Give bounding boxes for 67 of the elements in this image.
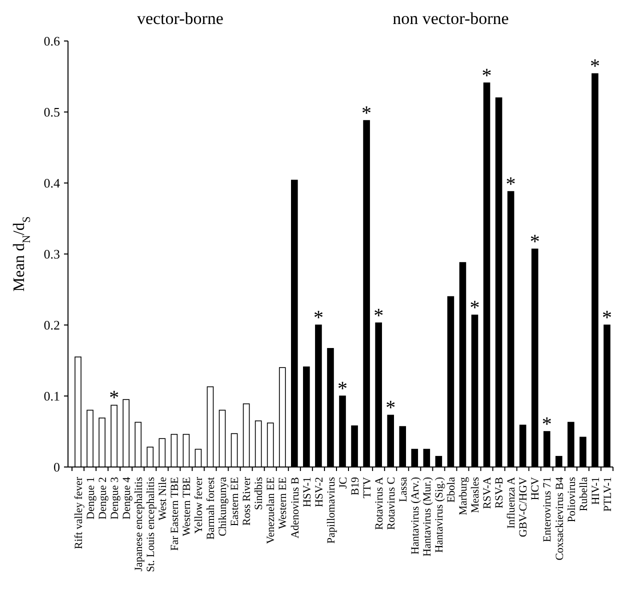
text: non vector-borne [392, 9, 509, 28]
x-tick-label: Lassa [397, 476, 410, 502]
x-tick-label: Eastern EE [229, 476, 242, 526]
x-tick-label: Far Eastern TBE [169, 476, 182, 551]
x-tick-label: Chikungunya [217, 476, 230, 536]
x-tick-label: Western TBE [181, 476, 194, 536]
x-tick-label: Hantavirus (Mur.) [422, 476, 434, 556]
y-tick-label: 0.5 [44, 104, 60, 120]
annotation: * [338, 378, 348, 400]
annotation: * [530, 231, 540, 254]
annotation: * [542, 414, 552, 436]
x-tick-label: Rotavirus C [385, 477, 398, 530]
x-tick-label: Poliovirus [566, 477, 578, 522]
x-tick-label: HIV-1 [590, 477, 602, 505]
x-tick-label: Dengue 2 [96, 477, 109, 520]
x-tick-label: Dengue 4 [120, 476, 133, 520]
y-tick-label: 0.4 [44, 176, 60, 191]
x-tick-label: HSV-1 [301, 477, 314, 508]
y-tick-label: 0.3 [44, 246, 60, 262]
x-tick-label: Venezuelan EE [265, 476, 278, 544]
text: vector-borne [136, 9, 224, 28]
y-tick-label: 0.1 [44, 388, 60, 404]
annotation: * [482, 64, 492, 87]
x-tick-label: Dengue 3 [108, 476, 121, 520]
x-tick-label: RSV-B [494, 477, 506, 508]
x-tick-label: Western EE [277, 476, 290, 529]
x-tick-label: Influenza A [506, 476, 518, 529]
x-tick-label: Marburg [458, 476, 470, 516]
x-tick-label: Enterovirus 71 [542, 477, 554, 542]
annotation: * [374, 304, 384, 327]
annotation: * [506, 174, 516, 196]
annotation: * [313, 307, 324, 329]
x-tick-label: RSV-A [482, 476, 494, 509]
x-tick-label: Dengue 1 [84, 477, 97, 520]
x-tick-label: Barmah forest [205, 477, 218, 540]
x-tick-label: Yellow fever [193, 476, 206, 534]
annotation: * [386, 397, 396, 420]
x-tick-label: Hantavirus (Sig.) [434, 476, 446, 553]
x-tick-label: PTLV-1 [602, 477, 614, 512]
annotation: * [470, 297, 480, 320]
x-tick-label: Adenovirus B [289, 477, 302, 538]
x-tick-label: HCV [530, 476, 542, 500]
x-tick-label: Sindbis [253, 477, 266, 510]
x-tick-label: West Nile [157, 476, 170, 520]
y-tick-label: 0.6 [44, 34, 60, 49]
y-tick-label: 0 [54, 460, 60, 475]
x-tick-label: Coxsackievirus B4 [554, 476, 566, 560]
x-tick-label: B19 [349, 476, 362, 496]
x-tick-label: HSV-2 [313, 477, 326, 508]
x-tick-label: Rubella [578, 476, 590, 512]
x-tick-label: JC [337, 477, 350, 489]
annotation: * [362, 102, 372, 125]
x-tick-label: Measles [470, 477, 482, 514]
x-tick-label: Japanese encephalitis [132, 477, 145, 572]
x-tick-label: St. Louis encephalitis [144, 477, 157, 572]
x-tick-label: TTV [361, 476, 374, 498]
x-tick-label: Rift valley fever [72, 476, 85, 550]
y-tick-label: 0.2 [44, 318, 60, 333]
annotation: * [590, 56, 600, 78]
x-tick-label: Papillomavirus [325, 477, 338, 544]
annotation: * [602, 307, 612, 329]
x-tick-label: GBV-C/HGV [518, 476, 530, 538]
x-tick-label: Hantavirus (Arv.) [409, 476, 422, 554]
annotation: * [109, 387, 120, 410]
x-tick-label: Ross River [241, 476, 254, 526]
x-tick-label: Ebola [446, 476, 458, 503]
x-tick-label: Rotavirus A [373, 476, 386, 530]
